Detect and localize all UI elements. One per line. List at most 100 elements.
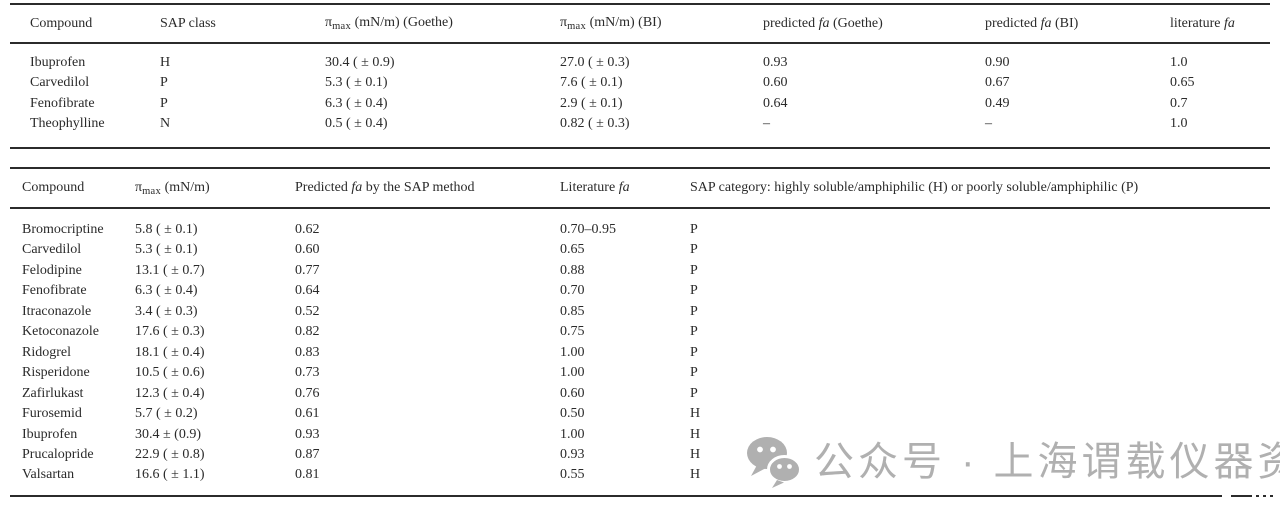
cell-sap-category: H — [690, 467, 701, 483]
table-row: Risperidone 10.5 ( ± 0.6) 0.73 1.00 P — [10, 363, 1270, 383]
cell-pred-goethe: 0.60 — [763, 75, 788, 91]
cell-literature-fa: 1.00 — [560, 426, 585, 442]
cell-pi-max: 12.3 ( ± 0.4) — [135, 385, 205, 401]
cell-predicted-fa: 0.60 — [295, 242, 320, 258]
cell-predicted-fa: 0.62 — [295, 222, 320, 237]
cell-predicted-fa: 0.82 — [295, 324, 320, 340]
cell-pi-max: 5.3 ( ± 0.1) — [135, 242, 198, 258]
column-header-predicted-fa-goethe: predicted fa (Goethe) — [763, 4, 985, 44]
cell-pred-goethe: 0.93 — [763, 55, 788, 70]
cell-sap-category: H — [690, 406, 701, 422]
cell-compound: Fenofibrate — [22, 283, 87, 299]
cell-pi-max: 3.4 ( ± 0.3) — [135, 303, 198, 319]
cell-pi-bi: 0.82 ( ± 0.3) — [560, 116, 630, 132]
cell-pi-max: 13.1 ( ± 0.7) — [135, 262, 205, 278]
cell-compound: Ketoconazole — [22, 324, 99, 340]
cell-compound: Valsartan — [22, 467, 75, 483]
cell-predicted-fa: 0.64 — [295, 283, 320, 299]
table-row: Ridogrel 18.1 ( ± 0.4) 0.83 1.00 P — [10, 343, 1270, 363]
cell-pi-max: 22.9 ( ± 0.8) — [135, 446, 205, 462]
table-row: Zafirlukast 12.3 ( ± 0.4) 0.76 0.60 P — [10, 384, 1270, 404]
column-header-compound: Compound — [10, 4, 160, 44]
column-header-pi-max-goethe: πmax (mN/m) (Goethe) — [325, 4, 560, 44]
table-header-row: Compound πmax (mN/m) Predicted fa by the… — [10, 168, 1270, 209]
cell-pi-max: 10.5 ( ± 0.6) — [135, 365, 205, 381]
cell-compound: Zafirlukast — [22, 385, 84, 401]
cell-literature-fa: 0.70–0.95 — [560, 222, 616, 237]
column-header-pi-max-bi: πmax (mN/m) (BI) — [560, 4, 763, 44]
table-bottom-rule-dots — [1256, 495, 1275, 497]
cell-pi-max: 5.8 ( ± 0.1) — [135, 222, 198, 237]
watermark: 公众号 · 上海谓载仪器资讯 — [746, 434, 1280, 490]
table-row: Furosemid 5.7 ( ± 0.2) 0.61 0.50 H — [10, 404, 1270, 424]
cell-literature-fa: 0.70 — [560, 283, 585, 299]
wechat-chat-bubbles-icon — [747, 437, 802, 488]
column-header-pi-max: πmax (mN/m) — [135, 168, 295, 209]
cell-predicted-fa: 0.76 — [295, 385, 320, 401]
cell-compound: Itraconazole — [22, 303, 92, 319]
cell-pred-bi: – — [985, 116, 992, 132]
cell-literature-fa: 0.55 — [560, 467, 585, 483]
cell-literature-fa: 0.93 — [560, 446, 585, 462]
table-row: Ketoconazole 17.6 ( ± 0.3) 0.82 0.75 P — [10, 322, 1270, 342]
cell-sap-class: P — [160, 95, 168, 111]
cell-sap-category: P — [690, 303, 698, 319]
column-header-literature-fa: Literature fa — [560, 168, 690, 209]
cell-predicted-fa: 0.87 — [295, 446, 320, 462]
cell-literature-fa: 0.50 — [560, 406, 585, 422]
cell-pi-max: 30.4 ± (0.9) — [135, 426, 202, 442]
cell-compound: Bromocriptine — [22, 222, 104, 237]
table-row: Ibuprofen 30.4 ± (0.9) 0.93 1.00 H — [10, 425, 1270, 445]
table-header-row: Compound SAP class πmax (mN/m) (Goethe) … — [10, 4, 1270, 44]
cell-compound: Furosemid — [22, 406, 82, 422]
cell-compound: Fenofibrate — [30, 95, 95, 111]
table-row: Ibuprofen H 30.4 ( ± 0.9) 27.0 ( ± 0.3) … — [10, 43, 1270, 73]
column-header-predicted-fa-bi: predicted fa (BI) — [985, 4, 1170, 44]
cell-pi-goethe: 5.3 ( ± 0.1) — [325, 75, 388, 91]
cell-sap-class: N — [160, 116, 171, 132]
cell-pi-goethe: 30.4 ( ± 0.9) — [325, 55, 395, 70]
cell-sap-category: P — [690, 242, 698, 258]
table-bottom-rule-dash — [1231, 495, 1252, 497]
table-row: Bromocriptine 5.8 ( ± 0.1) 0.62 0.70–0.9… — [10, 208, 1270, 240]
cell-predicted-fa: 0.81 — [295, 467, 320, 483]
watermark-text: 公众号 · 上海谓载仪器资讯 — [814, 440, 1280, 484]
cell-pi-goethe: 0.5 ( ± 0.4) — [325, 116, 388, 132]
table-row: Carvedilol 5.3 ( ± 0.1) 0.60 0.65 P — [10, 240, 1270, 260]
table-row: Prucalopride 22.9 ( ± 0.8) 0.87 0.93 H — [10, 445, 1270, 465]
table-row: Itraconazole 3.4 ( ± 0.3) 0.52 0.85 P — [10, 302, 1270, 322]
cell-literature-fa: 0.65 — [1170, 75, 1195, 91]
column-header-sap-class: SAP class — [160, 4, 325, 44]
table-row: Felodipine 13.1 ( ± 0.7) 0.77 0.88 P — [10, 261, 1270, 281]
cell-literature-fa: 1.0 — [1170, 55, 1188, 70]
cell-literature-fa: 0.85 — [560, 303, 585, 319]
cell-pred-bi: 0.67 — [985, 75, 1010, 91]
cell-sap-category: P — [690, 344, 698, 360]
cell-compound: Prucalopride — [22, 446, 94, 462]
cell-compound: Ibuprofen — [30, 55, 86, 70]
cell-literature-fa: 0.65 — [560, 242, 585, 258]
cell-predicted-fa: 0.52 — [295, 303, 320, 319]
cell-sap-category: P — [690, 324, 698, 340]
cell-predicted-fa: 0.73 — [295, 365, 320, 381]
cell-literature-fa: 1.0 — [1170, 116, 1188, 132]
cell-sap-class: H — [160, 55, 171, 70]
cell-pi-max: 16.6 ( ± 1.1) — [135, 467, 205, 483]
cell-pi-goethe: 6.3 ( ± 0.4) — [325, 95, 388, 111]
cell-literature-fa: 0.60 — [560, 385, 585, 401]
cell-pi-max: 18.1 ( ± 0.4) — [135, 344, 205, 360]
cell-sap-category: H — [690, 446, 701, 462]
cell-compound: Carvedilol — [30, 75, 90, 91]
cell-sap-class: P — [160, 75, 168, 91]
cell-compound: Felodipine — [22, 262, 82, 278]
table-sap-prediction: Compound πmax (mN/m) Predicted fa by the… — [10, 167, 1270, 486]
table-row: Theophylline N 0.5 ( ± 0.4) 0.82 ( ± 0.3… — [10, 114, 1270, 147]
column-header-literature-fa: literature fa — [1170, 4, 1270, 44]
cell-sap-category: P — [690, 365, 698, 381]
cell-compound: Ibuprofen — [22, 426, 78, 442]
cell-sap-category: H — [690, 426, 701, 442]
cell-pred-bi: 0.49 — [985, 95, 1010, 111]
column-header-sap-category: SAP category: highly soluble/amphiphilic… — [690, 168, 1270, 209]
cell-pi-max: 17.6 ( ± 0.3) — [135, 324, 205, 340]
column-header-compound: Compound — [10, 168, 135, 209]
